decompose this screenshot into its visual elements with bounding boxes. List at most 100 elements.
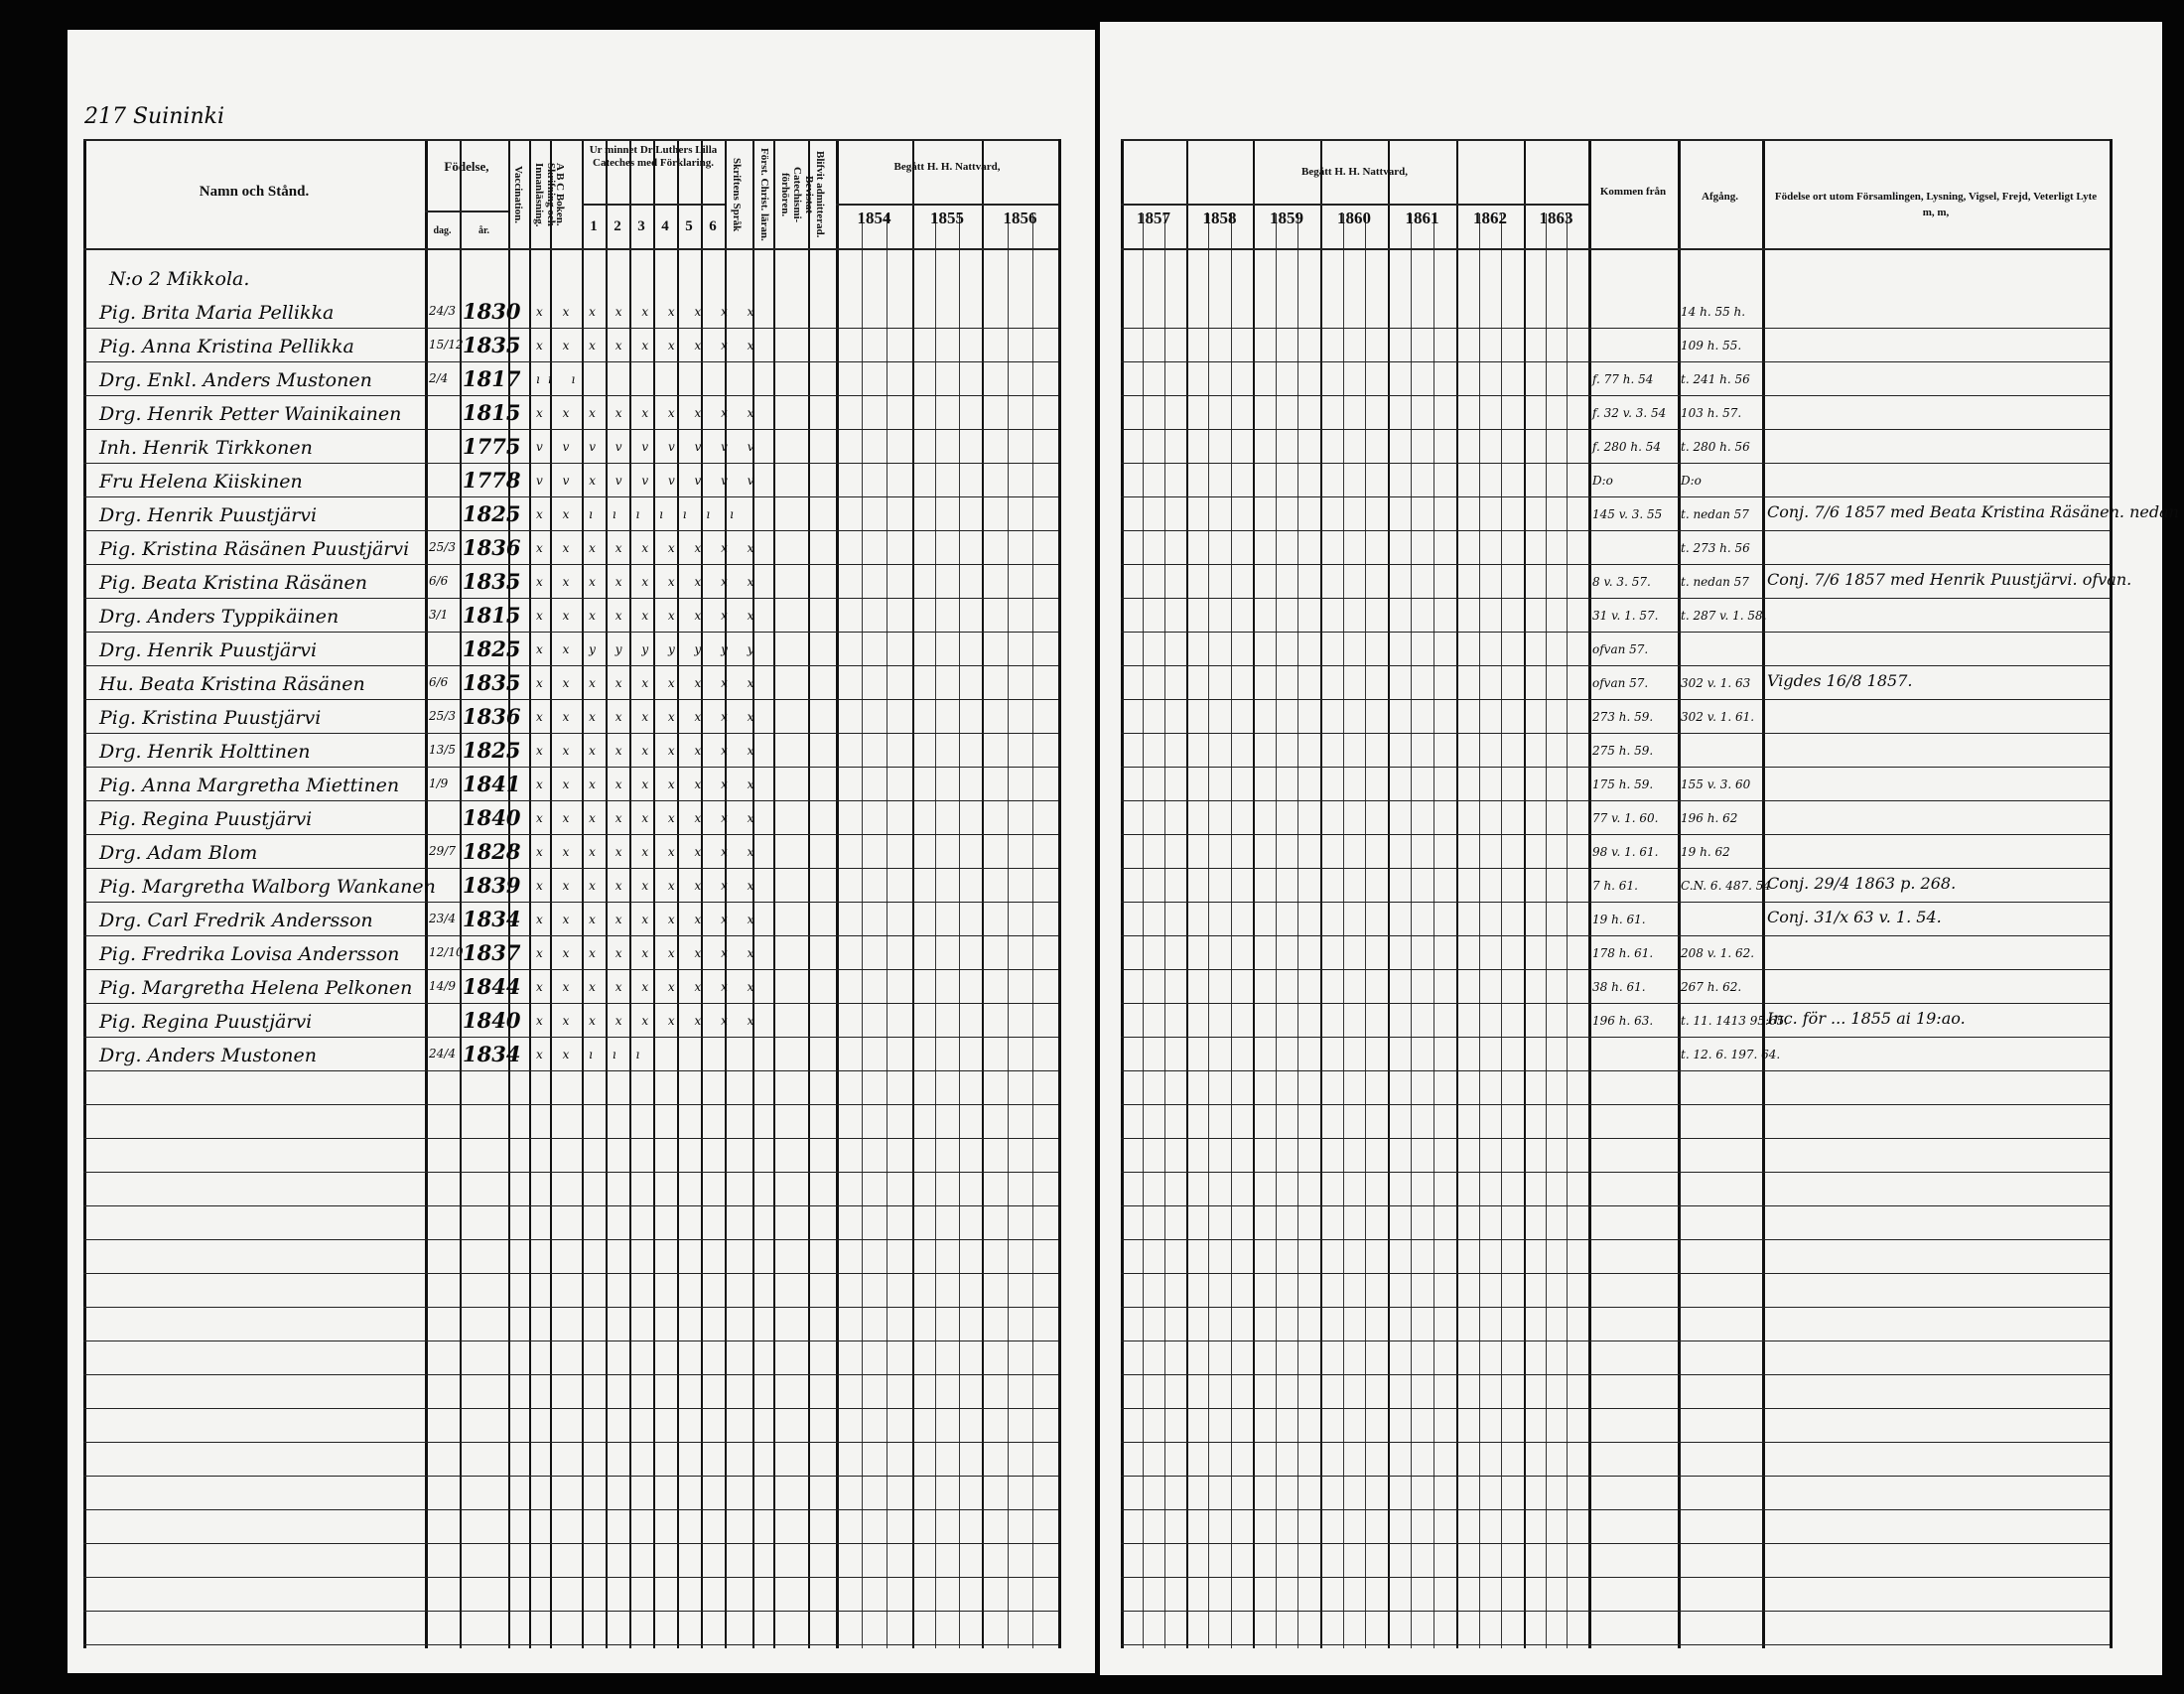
column-rule [773, 139, 775, 1648]
header-year: 1860 [1337, 209, 1371, 227]
sub-column-rule [1365, 213, 1367, 1648]
header-communion-right: Begått H. H. Nattvard, [1301, 166, 1408, 178]
column-rule [1524, 139, 1526, 1648]
birth-rule [425, 211, 508, 212]
column-rule [1320, 139, 1322, 1648]
arrived-from: 19 h. 61. [1592, 913, 1646, 926]
birth-year: 1834 [463, 1042, 521, 1066]
remarks: Conj. 7/6 1857 med Beata Kristina Räsäne… [1767, 502, 2179, 521]
arrived-from: 38 h. 61. [1592, 980, 1646, 994]
departure: t. 273 h. 56 [1681, 541, 1750, 555]
knowledge-marks: x x x x x x x x x [536, 575, 762, 589]
row-rule [1121, 1644, 2110, 1645]
birth-year: 1840 [463, 805, 521, 830]
row-rule [1121, 530, 2110, 531]
row-rule [1121, 733, 2110, 734]
birth-year: 1840 [463, 1008, 521, 1033]
arrived-from: 98 v. 1. 61. [1592, 845, 1659, 859]
sub-column-rule [1501, 213, 1503, 1648]
person-name: Pig. Kristina Räsänen Puustjärvi [99, 538, 410, 560]
row-rule [83, 1374, 1058, 1375]
header-year: 1855 [930, 209, 964, 227]
row-rule [1121, 1611, 2110, 1612]
person-name: Pig. Margretha Walborg Wankanen [99, 876, 436, 898]
person-name: Drg. Carl Fredrik Andersson [99, 910, 373, 931]
birth-day: 25/3 [429, 540, 456, 554]
header-year: 1862 [1473, 209, 1507, 227]
header-bottom-rule [83, 248, 1058, 250]
header-year: 1856 [1003, 209, 1037, 227]
row-rule [83, 699, 1058, 700]
column-rule [808, 139, 810, 1648]
row-rule [1121, 1442, 2110, 1443]
row-rule [83, 429, 1058, 430]
header-reading: Skrifning och Innanläsning. [533, 162, 557, 227]
birth-year: 1834 [463, 907, 521, 931]
knowledge-marks: x x x x x x x x x [536, 1014, 762, 1028]
departure: t. 287 v. 1. 58. [1681, 609, 1767, 623]
person-name: Pig. Regina Puustjärvi [99, 1011, 313, 1033]
arrived-from: f. 32 v. 3. 54 [1592, 406, 1667, 420]
header-scripture: Skriftens Språk [731, 157, 743, 232]
header-top-rule [1121, 139, 2110, 141]
birth-year: 1815 [463, 400, 521, 425]
header-year: 1861 [1405, 209, 1439, 227]
row-rule [83, 969, 1058, 970]
row-rule [1121, 429, 2110, 430]
column-rule [1456, 139, 1458, 1648]
header-remarks: Födelse ort utom Församlingen, Lysning, … [1774, 191, 2098, 218]
row-rule [1121, 1205, 2110, 1206]
sub-column-rule [1478, 213, 1480, 1648]
birth-year: 1837 [463, 940, 521, 965]
row-rule [83, 1205, 1058, 1206]
column-rule [1121, 139, 1124, 1648]
column-rule [582, 139, 584, 1648]
knowledge-marks: x x y y y y y y y [536, 642, 762, 656]
header-year: 1857 [1137, 209, 1170, 227]
household-heading: N:o 2 Mikkola. [109, 268, 250, 290]
row-rule [1121, 1003, 2110, 1004]
birth-year: 1836 [463, 704, 521, 729]
row-rule [83, 1239, 1058, 1240]
arrived-from: 145 v. 3. 55 [1592, 507, 1663, 521]
column-rule [508, 139, 510, 1648]
sub-column-rule [958, 213, 960, 1648]
row-rule [83, 1172, 1058, 1173]
header-year: 1863 [1539, 209, 1573, 227]
birth-day: 24/4 [429, 1047, 456, 1060]
row-rule [1121, 1037, 2110, 1038]
arrived-from: 77 v. 1. 60. [1592, 811, 1659, 825]
header-admitted: Blifvit admitterad. [814, 151, 826, 238]
sub-column-rule [1032, 213, 1034, 1648]
person-name: Inh. Henrik Tirkkonen [99, 437, 313, 459]
row-rule [83, 733, 1058, 734]
row-rule [1121, 800, 2110, 801]
sub-column-rule [935, 213, 937, 1648]
column-rule [460, 139, 462, 1648]
knowledge-marks: x x x x x x x x x [536, 305, 762, 319]
birth-day: 29/7 [429, 844, 456, 858]
row-rule [1121, 463, 2110, 464]
departure: 302 v. 1. 61. [1681, 710, 1755, 724]
row-rule [1121, 395, 2110, 396]
departure: t. nedan 57 [1681, 507, 1749, 521]
departure: 103 h. 57. [1681, 406, 1742, 420]
arrived-from: 178 h. 61. [1592, 946, 1654, 960]
row-rule [1121, 767, 2110, 768]
birth-year: 1830 [463, 299, 521, 324]
person-name: Drg. Anders Mustonen [99, 1045, 318, 1066]
knowledge-marks: x x x x x x x x x [536, 609, 762, 623]
header-bottom-rule [1121, 248, 2110, 250]
knowledge-marks: x x x x x x x x x [536, 845, 762, 859]
sub-column-rule [861, 213, 863, 1648]
sub-column-rule [1275, 213, 1277, 1648]
header-christ: Först. Christ. läran. [758, 148, 770, 241]
row-rule [83, 1138, 1058, 1139]
birth-day: 3/1 [429, 608, 449, 622]
header-year: 1858 [1202, 209, 1237, 227]
row-rule [83, 1476, 1058, 1477]
column-rule [1186, 139, 1188, 1648]
person-name: Drg. Henrik Petter Wainikainen [99, 403, 402, 425]
departure: 267 h. 62. [1681, 980, 1742, 994]
left-page [68, 30, 1095, 1673]
